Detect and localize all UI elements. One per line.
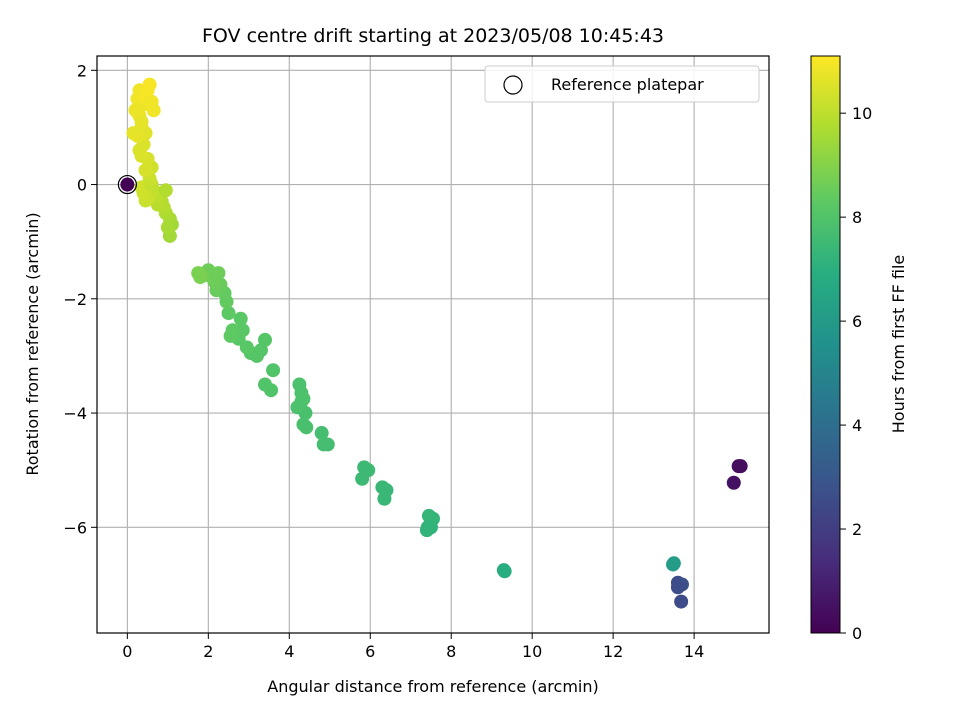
colorbar-ticks: 0 2 4 6 8 10 bbox=[840, 104, 872, 643]
x-tick-label: 4 bbox=[284, 642, 294, 661]
data-point bbox=[233, 311, 248, 326]
x-tick-label: 14 bbox=[684, 642, 704, 661]
data-point bbox=[674, 594, 689, 609]
data-point bbox=[377, 491, 392, 506]
data-point bbox=[266, 363, 281, 378]
x-tick-label: 0 bbox=[122, 642, 132, 661]
reference-platepar-marker bbox=[117, 174, 137, 195]
data-point bbox=[211, 266, 226, 281]
y-tick-label: −2 bbox=[63, 290, 87, 309]
colorbar-tick-label: 2 bbox=[852, 520, 862, 539]
colorbar-label: Hours from first FF file bbox=[889, 255, 908, 434]
data-point bbox=[497, 564, 512, 579]
legend-label-reference: Reference platepar bbox=[551, 75, 704, 94]
colorbar-tick-label: 0 bbox=[852, 624, 862, 643]
legend: Reference platepar bbox=[484, 65, 760, 103]
data-point bbox=[299, 420, 314, 435]
y-tick-label: −6 bbox=[63, 518, 87, 537]
x-tick-label: 6 bbox=[365, 642, 375, 661]
colorbar-tick-label: 10 bbox=[852, 104, 872, 123]
data-point bbox=[126, 126, 141, 141]
chart-title: FOV centre drift starting at 2023/05/08 … bbox=[202, 25, 664, 47]
data-point bbox=[193, 270, 208, 285]
colorbar-tick-label: 4 bbox=[852, 416, 862, 435]
data-point bbox=[733, 459, 748, 474]
data-point bbox=[221, 306, 236, 321]
data-point bbox=[134, 114, 149, 129]
colorbar-tick-label: 6 bbox=[852, 312, 862, 331]
data-point bbox=[314, 426, 329, 441]
data-point bbox=[138, 163, 153, 178]
data-point bbox=[258, 377, 272, 392]
data-point bbox=[223, 328, 238, 343]
colorbar-gradient bbox=[811, 56, 840, 633]
x-tick-label: 8 bbox=[446, 642, 456, 661]
data-point bbox=[128, 103, 143, 118]
data-point bbox=[120, 177, 135, 192]
x-axis-label: Angular distance from reference (arcmin) bbox=[267, 677, 598, 696]
y-tick-label: 2 bbox=[77, 61, 87, 80]
data-point bbox=[160, 220, 175, 235]
x-tick-label: 2 bbox=[203, 642, 213, 661]
x-axis-ticks: 0 2 4 6 8 10 12 14 bbox=[122, 633, 704, 661]
legend-box bbox=[484, 65, 760, 103]
data-point bbox=[296, 391, 311, 406]
data-point bbox=[423, 520, 438, 535]
plot-frame bbox=[96, 55, 770, 634]
y-axis-label: Rotation from reference (arcmin) bbox=[23, 212, 42, 475]
data-points bbox=[120, 77, 748, 609]
reference-point-group bbox=[117, 174, 137, 195]
colorbar: 0 2 4 6 8 10 Hours from first FF file bbox=[810, 55, 908, 643]
y-axis-ticks: −6 −4 −2 0 2 bbox=[63, 61, 97, 537]
legend-marker-icon bbox=[503, 75, 523, 95]
data-point bbox=[355, 471, 370, 486]
data-point bbox=[158, 183, 173, 198]
data-point bbox=[666, 557, 681, 572]
data-point bbox=[142, 77, 157, 92]
colorbar-frame bbox=[810, 55, 841, 634]
data-point bbox=[320, 437, 335, 452]
y-tick-label: 0 bbox=[77, 176, 87, 195]
colorbar-tick-label: 8 bbox=[852, 208, 862, 227]
data-point bbox=[146, 103, 161, 118]
data-point bbox=[670, 580, 685, 595]
y-tick-label: −4 bbox=[63, 404, 87, 423]
x-tick-label: 12 bbox=[603, 642, 623, 661]
grid-lines bbox=[97, 56, 769, 633]
x-tick-label: 10 bbox=[522, 642, 542, 661]
data-point bbox=[726, 475, 741, 490]
